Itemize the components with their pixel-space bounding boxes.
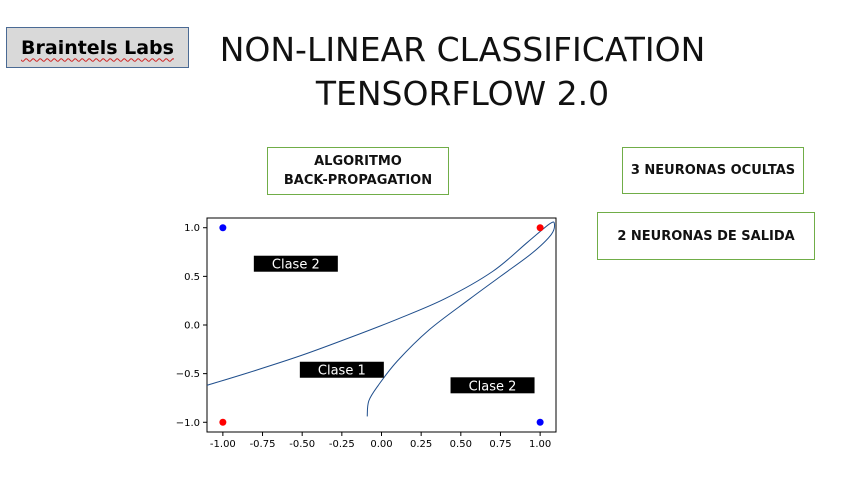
- y-tick-label: 1.0: [184, 223, 200, 234]
- x-tick-label: 0.50: [450, 439, 472, 450]
- x-tick-label: -0.25: [329, 439, 355, 450]
- data-point: [219, 418, 227, 426]
- title-line-2: TENSORFLOW 2.0: [315, 74, 610, 113]
- title-line-1: NON-LINEAR CLASSIFICATION: [219, 30, 706, 69]
- class-label: Clase 2: [469, 379, 517, 394]
- class-label-box: [299, 361, 384, 378]
- x-tick-label: -1.00: [210, 439, 236, 450]
- data-point: [536, 224, 544, 232]
- class-label-box: [253, 255, 338, 272]
- y-tick-label: 0.0: [184, 321, 200, 332]
- y-tick-label: 0.5: [184, 272, 200, 283]
- algorithm-line-1: ALGORITMO: [314, 154, 402, 169]
- data-point: [219, 224, 227, 232]
- algorithm-box: ALGORITMO BACK-PROPAGATION: [267, 147, 449, 195]
- y-tick-label: −0.5: [176, 369, 200, 380]
- hidden-neurons-label: 3 NEURONAS OCULTAS: [630, 163, 796, 178]
- x-tick-label: 1.00: [529, 439, 551, 450]
- plot-layer: -1.00 -0.75 -0.50 -0.25 0.00 0.25 0.50 0.75 1.00…: [176, 217, 557, 450]
- class-label: Clase 2: [272, 258, 320, 273]
- brand-label: Braintels Labs: [21, 36, 174, 59]
- slide-title: NON-LINEAR CLASSIFICATION TENSORFLOW 2.0: [200, 28, 725, 116]
- decision-boundary: [206, 221, 556, 417]
- x-tick-label: -0.75: [250, 439, 276, 450]
- x-tick-label: 0.00: [370, 439, 392, 450]
- data-point: [536, 418, 544, 426]
- output-neurons-label: 2 NEURONAS DE SALIDA: [617, 228, 795, 244]
- class-label-box: [450, 377, 535, 394]
- output-neurons-box: 2 NEURONAS DE SALIDA: [597, 212, 815, 260]
- class-label: Clase 1: [318, 364, 366, 379]
- hidden-neurons-box: 3 NEURONAS OCULTAS: [622, 147, 804, 194]
- x-tick-label: 0.75: [489, 439, 511, 450]
- algorithm-line-2: BACK-PROPAGATION: [283, 173, 433, 188]
- x-tick-label: 0.25: [410, 439, 432, 450]
- brand-badge: Braintels Labs: [6, 27, 189, 68]
- classification-plot: -1.00 -0.75 -0.50 -0.25 0.00 0.25 0.50 0.75 1.00…: [176, 217, 557, 450]
- x-tick-label: -0.50: [289, 439, 315, 450]
- y-tick-label: −1.0: [176, 418, 200, 429]
